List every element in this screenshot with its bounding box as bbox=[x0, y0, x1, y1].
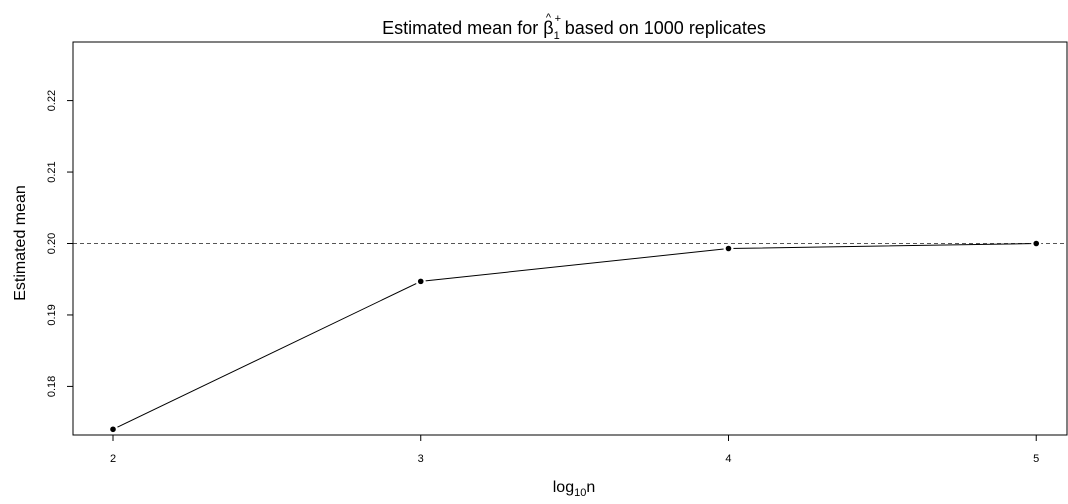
y-tick-label: 0.18 bbox=[46, 376, 58, 397]
x-axis-title: log10n bbox=[553, 479, 596, 499]
data-point bbox=[110, 426, 116, 433]
title-subscript: 1 bbox=[554, 30, 560, 42]
data-point bbox=[417, 278, 424, 285]
data-point bbox=[725, 245, 732, 252]
chart-title: Estimated mean for β1 based on 1000 repl… bbox=[382, 18, 766, 42]
plot-frame bbox=[72, 41, 1068, 436]
beta-symbol: β bbox=[543, 18, 553, 38]
y-tick-label: 0.20 bbox=[46, 233, 58, 254]
y-axis-title: Estimated mean bbox=[12, 185, 29, 301]
series-line bbox=[112, 243, 1037, 430]
title-superscript: + bbox=[555, 13, 561, 25]
title-hat-accent: ^ bbox=[546, 12, 552, 24]
x-tick-label: 4 bbox=[725, 453, 731, 465]
y-tick-label: 0.19 bbox=[46, 304, 58, 325]
x-tick-label: 3 bbox=[418, 453, 424, 465]
x-tick-label: 5 bbox=[1033, 453, 1039, 465]
data-point bbox=[1033, 240, 1040, 247]
y-tick-label: 0.22 bbox=[46, 90, 58, 111]
x-tick-label: 2 bbox=[110, 453, 116, 465]
y-tick-label: 0.21 bbox=[46, 161, 58, 182]
